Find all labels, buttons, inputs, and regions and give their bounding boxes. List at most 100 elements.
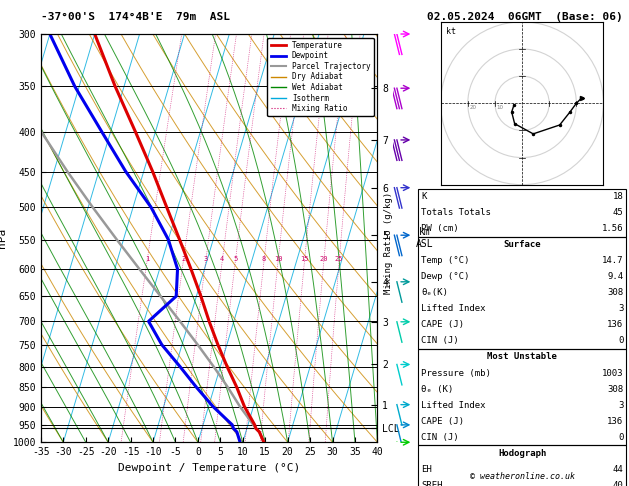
- Text: 1.56: 1.56: [602, 224, 623, 233]
- Parcel Trajectory: [89, 204, 96, 210]
- Temperature: [131, 129, 139, 135]
- Dewpoint: [165, 237, 172, 243]
- Text: SREH: SREH: [421, 481, 443, 486]
- Temperature: [149, 169, 157, 174]
- Temperature: [205, 318, 213, 324]
- Temperature: [214, 342, 221, 347]
- Temperature: [197, 293, 204, 299]
- Text: CIN (J): CIN (J): [421, 336, 459, 346]
- Text: 14.7: 14.7: [602, 256, 623, 265]
- Text: Temp (°C): Temp (°C): [421, 256, 470, 265]
- Dewpoint: [237, 439, 244, 445]
- Text: 1: 1: [145, 256, 149, 261]
- Dewpoint: [46, 31, 53, 37]
- Text: 0: 0: [618, 433, 623, 442]
- Text: 18: 18: [613, 192, 623, 201]
- Text: 02.05.2024  06GMT  (Base: 06): 02.05.2024 06GMT (Base: 06): [427, 12, 623, 22]
- Text: 15: 15: [300, 256, 309, 261]
- Text: 10: 10: [274, 256, 282, 261]
- Dewpoint: [209, 403, 217, 409]
- Dewpoint: [71, 84, 79, 89]
- Text: θₑ (K): θₑ (K): [421, 384, 454, 394]
- Text: 308: 308: [607, 384, 623, 394]
- Parcel Trajectory: [210, 364, 218, 369]
- Text: 2: 2: [181, 256, 186, 261]
- Text: 0: 0: [618, 336, 623, 346]
- Dewpoint: [230, 426, 237, 432]
- Temperature: [251, 422, 259, 428]
- Parcel Trajectory: [255, 429, 263, 435]
- X-axis label: Dewpoint / Temperature (°C): Dewpoint / Temperature (°C): [118, 463, 300, 473]
- Text: 3: 3: [618, 400, 623, 410]
- Parcel Trajectory: [64, 169, 71, 174]
- Text: 25: 25: [335, 256, 343, 261]
- Text: -37°00'S  174°4B'E  79m  ASL: -37°00'S 174°4B'E 79m ASL: [41, 12, 230, 22]
- Parcel Trajectory: [236, 403, 243, 409]
- Text: 308: 308: [607, 288, 623, 297]
- Dewpoint: [233, 429, 241, 435]
- Temperature: [175, 237, 183, 243]
- Dewpoint: [147, 204, 155, 210]
- Parcel Trajectory: [113, 237, 121, 243]
- Parcel Trajectory: [260, 439, 268, 445]
- Temperature: [252, 426, 260, 432]
- Text: Lifted Index: Lifted Index: [421, 400, 486, 410]
- Text: Dewp (°C): Dewp (°C): [421, 272, 470, 281]
- Temperature: [163, 204, 170, 210]
- Text: 20: 20: [469, 104, 476, 110]
- Text: 136: 136: [607, 417, 623, 426]
- Line: Temperature: Temperature: [95, 34, 264, 442]
- Temperature: [111, 84, 119, 89]
- Parcel Trajectory: [176, 318, 184, 324]
- Text: 20: 20: [320, 256, 328, 261]
- Text: 3: 3: [204, 256, 208, 261]
- Y-axis label: hPa: hPa: [0, 228, 7, 248]
- Temperature: [223, 364, 231, 369]
- Text: 40: 40: [613, 481, 623, 486]
- Line: Parcel Trajectory: Parcel Trajectory: [0, 34, 264, 442]
- Y-axis label: km
ASL: km ASL: [416, 227, 434, 249]
- Temperature: [91, 31, 99, 37]
- Dewpoint: [172, 293, 180, 299]
- Dewpoint: [192, 384, 200, 390]
- Text: 8: 8: [262, 256, 266, 261]
- Text: © weatheronline.co.uk: © weatheronline.co.uk: [470, 472, 574, 481]
- Text: CAPE (J): CAPE (J): [421, 417, 464, 426]
- Text: Hodograph: Hodograph: [498, 449, 546, 458]
- Text: CAPE (J): CAPE (J): [421, 320, 464, 330]
- Text: kt: kt: [446, 27, 456, 36]
- Dewpoint: [176, 364, 184, 369]
- Text: Surface: Surface: [503, 240, 541, 249]
- Text: 9.4: 9.4: [607, 272, 623, 281]
- Text: 1003: 1003: [602, 368, 623, 378]
- Temperature: [260, 439, 268, 445]
- Text: Most Unstable: Most Unstable: [487, 352, 557, 362]
- Dewpoint: [98, 129, 106, 135]
- Dewpoint: [158, 342, 165, 347]
- Temperature: [187, 266, 195, 272]
- Text: 5: 5: [233, 256, 237, 261]
- Text: 45: 45: [613, 208, 623, 217]
- Temperature: [255, 429, 263, 435]
- Text: Lifted Index: Lifted Index: [421, 304, 486, 313]
- Text: EH: EH: [421, 465, 432, 474]
- Parcel Trajectory: [250, 422, 257, 428]
- Text: Pressure (mb): Pressure (mb): [421, 368, 491, 378]
- Text: K: K: [421, 192, 427, 201]
- Temperature: [241, 403, 248, 409]
- Text: 3: 3: [618, 304, 623, 313]
- Parcel Trajectory: [157, 293, 164, 299]
- Text: 136: 136: [607, 320, 623, 330]
- Text: Totals Totals: Totals Totals: [421, 208, 491, 217]
- Parcel Trajectory: [136, 266, 143, 272]
- Parcel Trajectory: [13, 84, 20, 89]
- Line: Dewpoint: Dewpoint: [50, 34, 240, 442]
- Text: 44: 44: [613, 465, 623, 474]
- Dewpoint: [174, 266, 181, 272]
- Dewpoint: [145, 318, 152, 324]
- Parcel Trajectory: [194, 342, 201, 347]
- Text: 4: 4: [220, 256, 225, 261]
- Text: 10: 10: [496, 104, 503, 110]
- Text: θₑ(K): θₑ(K): [421, 288, 448, 297]
- Parcel Trajectory: [37, 129, 45, 135]
